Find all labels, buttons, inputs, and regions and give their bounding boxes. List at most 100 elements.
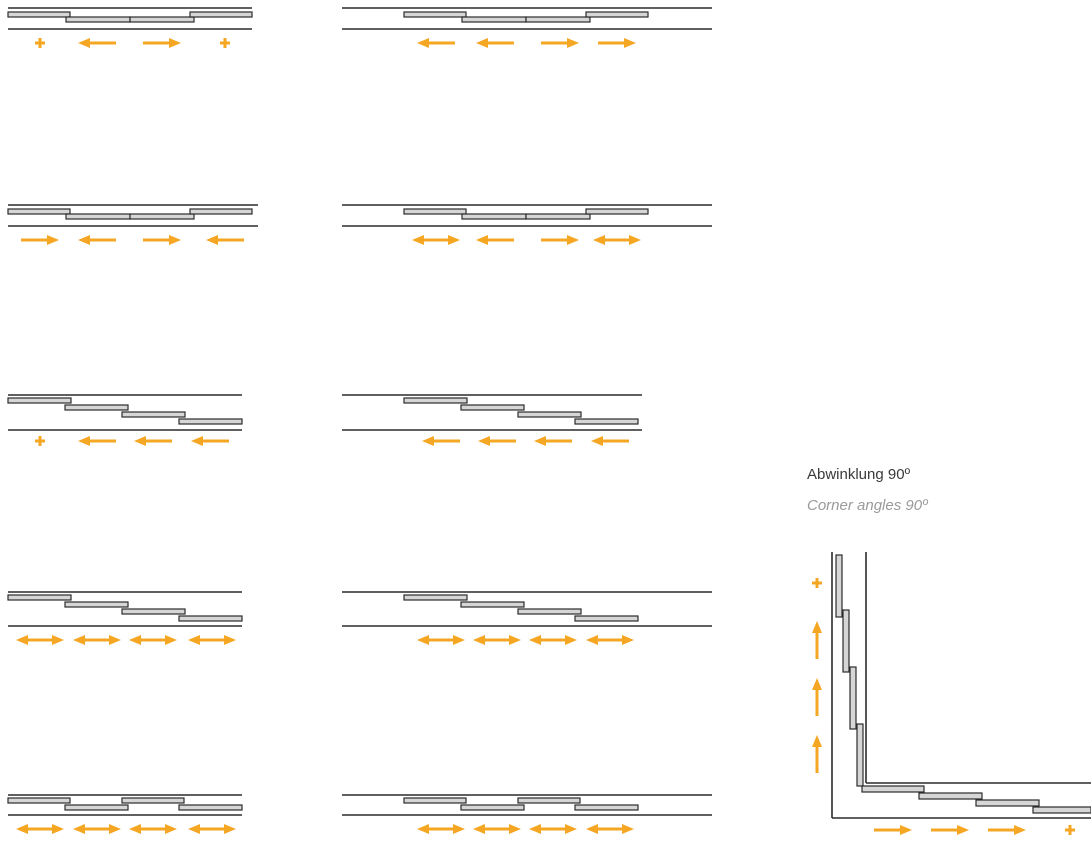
arrow-head <box>509 824 521 834</box>
corner-plank-horizontal <box>975 799 1040 807</box>
arrow-double-icon <box>412 235 460 245</box>
arrow-right-icon <box>21 235 59 245</box>
plank <box>461 16 527 23</box>
arrow-head <box>109 824 121 834</box>
arrow-head <box>78 38 90 48</box>
arrow-right-icon <box>988 825 1026 835</box>
panel-r1-left <box>7 7 253 48</box>
plank <box>460 804 525 811</box>
arrow-left-icon <box>478 436 516 446</box>
arrow-double-icon <box>417 824 465 834</box>
plank <box>65 213 131 220</box>
arrow-left-icon <box>78 436 116 446</box>
arrow-double-icon <box>529 635 577 645</box>
arrow-head <box>188 635 200 645</box>
arrow-right-icon <box>931 825 969 835</box>
panel-r1-right <box>342 7 712 48</box>
arrow-right-icon <box>598 38 636 48</box>
arrow-left-icon <box>134 436 172 446</box>
plank <box>403 11 467 18</box>
plank <box>403 397 468 404</box>
arrow-head <box>16 635 28 645</box>
arrow-left-icon <box>534 436 572 446</box>
arrow-head <box>134 436 146 446</box>
plank <box>178 615 243 622</box>
arrow-double-icon <box>188 635 236 645</box>
arrow-head <box>165 635 177 645</box>
arrow-head <box>509 635 521 645</box>
arrow-right-icon <box>143 38 181 48</box>
arrow-head <box>453 635 465 645</box>
arrow-head <box>476 235 488 245</box>
arrow-head <box>224 635 236 645</box>
arrow-double-icon <box>16 635 64 645</box>
arrow-head <box>473 824 485 834</box>
plank <box>585 208 649 215</box>
panel-r4-right <box>342 591 712 645</box>
arrow-left-icon <box>78 235 116 245</box>
plank <box>403 797 467 804</box>
arrow-double-icon <box>129 635 177 645</box>
arrow-head <box>224 824 236 834</box>
plank <box>460 601 525 608</box>
panel-r5-right <box>342 794 712 834</box>
arrow-double-icon <box>16 824 64 834</box>
arrow-head <box>622 824 634 834</box>
plank <box>403 594 468 601</box>
plank <box>461 213 527 220</box>
arrow-head <box>129 824 141 834</box>
arrow-head <box>453 824 465 834</box>
arrow-left-icon <box>591 436 629 446</box>
arrow-head <box>109 635 121 645</box>
arrow-head <box>165 824 177 834</box>
panel-r3-right <box>342 394 642 446</box>
arrow-left-icon <box>191 436 229 446</box>
arrow-head <box>567 235 579 245</box>
plank <box>517 608 582 615</box>
arrow-left-icon <box>417 38 455 48</box>
arrow-head <box>534 436 546 446</box>
plank <box>178 804 243 811</box>
arrow-double-icon <box>529 824 577 834</box>
arrow-head <box>900 825 912 835</box>
arrow-head <box>78 436 90 446</box>
corner-caption-subtitle: Corner angles 90º <box>807 497 928 514</box>
arrow-up-icon <box>812 621 822 659</box>
plank <box>121 797 185 804</box>
arrow-left-icon <box>476 38 514 48</box>
plank <box>178 418 243 425</box>
plus-icon <box>220 38 230 48</box>
arrow-double-icon <box>188 824 236 834</box>
arrow-double-icon <box>129 824 177 834</box>
plank <box>64 804 129 811</box>
corner-plank-vertical <box>856 723 864 787</box>
arrow-head <box>478 436 490 446</box>
plank <box>189 208 253 215</box>
plank <box>517 797 581 804</box>
arrow-head <box>169 38 181 48</box>
plank <box>525 16 591 23</box>
plank <box>129 213 195 220</box>
corner-plank-vertical <box>835 554 843 618</box>
plank <box>574 804 639 811</box>
arrow-head <box>593 235 605 245</box>
plank <box>7 397 72 404</box>
arrow-head <box>586 824 598 834</box>
arrow-head <box>565 635 577 645</box>
arrow-right-icon <box>541 235 579 245</box>
plus-icon <box>35 38 45 48</box>
arrow-head <box>417 635 429 645</box>
arrow-up-icon <box>812 678 822 716</box>
arrow-double-icon <box>586 824 634 834</box>
arrow-head <box>73 635 85 645</box>
arrow-head <box>622 635 634 645</box>
arrow-head <box>417 38 429 48</box>
arrow-head <box>529 635 541 645</box>
arrow-head <box>47 235 59 245</box>
arrow-head <box>812 678 822 690</box>
plank <box>7 594 72 601</box>
panel-r3-left <box>7 394 243 446</box>
arrow-head <box>129 635 141 645</box>
plank <box>129 16 195 23</box>
